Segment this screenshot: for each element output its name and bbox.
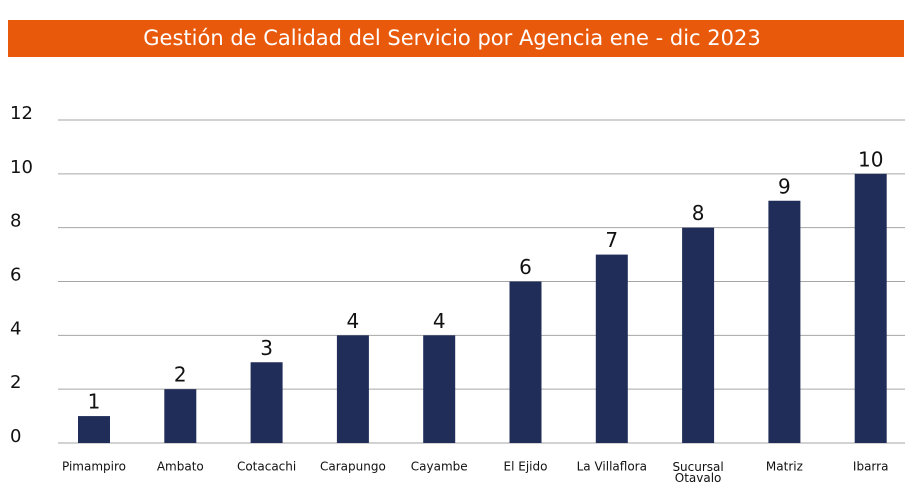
y-tick-label: 0 — [10, 426, 21, 447]
bar — [595, 254, 628, 443]
value-label: 1 — [88, 390, 101, 414]
value-label: 4 — [433, 309, 446, 333]
bar — [509, 281, 542, 443]
value-label: 10 — [858, 147, 883, 171]
bar — [682, 227, 715, 443]
y-tick-label: 4 — [10, 318, 21, 339]
value-label: 8 — [692, 201, 705, 225]
x-tick-label: Pimampiro — [62, 460, 126, 474]
x-tick-label: Ambato — [157, 460, 204, 474]
bar — [336, 335, 369, 443]
y-tick-label: 12 — [10, 103, 33, 124]
y-tick-label: 10 — [10, 157, 33, 178]
y-tick-label: 6 — [10, 265, 21, 286]
value-label: 7 — [605, 228, 618, 252]
y-tick-label: 8 — [10, 211, 21, 232]
x-tick-label: Cayambe — [411, 460, 468, 474]
bar — [78, 416, 110, 443]
x-tick-label: Cotacachi — [237, 460, 296, 474]
title-banner — [8, 20, 904, 57]
x-tick-label: La Villaflora — [577, 460, 647, 474]
x-tick-label: El Ejido — [504, 460, 548, 474]
x-tick-label: Carapungo — [320, 460, 386, 474]
y-tick-label: 2 — [10, 372, 21, 393]
value-label: 2 — [174, 363, 187, 387]
bar — [250, 362, 283, 443]
chart-title: Gestión de Calidad del Servicio por Agen… — [143, 26, 760, 50]
x-tick-label: Ibarra — [853, 460, 889, 474]
bar — [164, 389, 197, 443]
bar — [854, 173, 887, 444]
bar — [423, 335, 456, 443]
value-label: 6 — [519, 255, 532, 279]
x-tick-label: Matriz — [766, 460, 803, 474]
value-label: 4 — [347, 309, 360, 333]
value-label: 3 — [260, 336, 273, 360]
x-tick-label: Sucursal Otavalo — [672, 460, 723, 484]
bar — [768, 200, 801, 443]
value-label: 9 — [778, 174, 791, 198]
